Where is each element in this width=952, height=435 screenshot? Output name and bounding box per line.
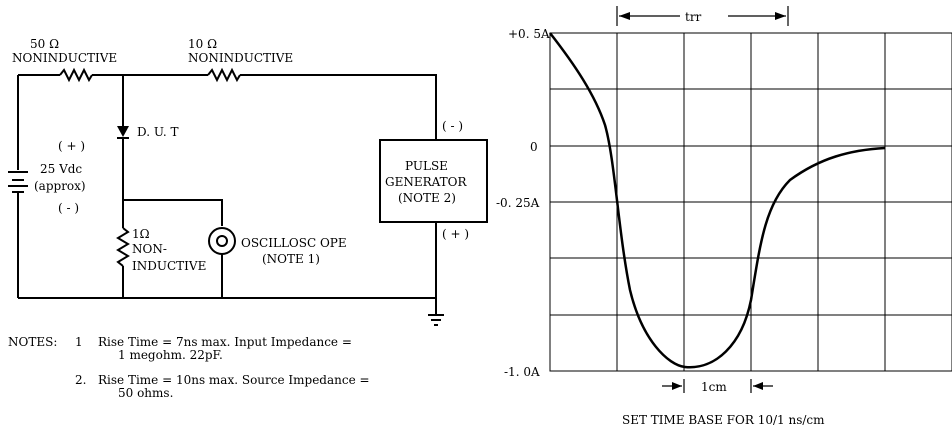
resistor-50-ohm bbox=[59, 67, 93, 83]
battery-symbol bbox=[8, 171, 28, 193]
pulse-label-line2: GENERATOR bbox=[385, 175, 467, 189]
r2-type: NONINDUCTIVE bbox=[188, 51, 293, 65]
reverse-recovery-curve bbox=[549, 32, 886, 369]
note-1-line2: 1 megohm. 22pF. bbox=[118, 348, 223, 362]
note-2-line1: Rise Time = 10ns max. Source Impedance = bbox=[98, 373, 370, 387]
waveform-plot: +0. 5A 0 -0. 25A -1. 0A trr 1cm SET TIME… bbox=[496, 6, 952, 427]
notes-block: NOTES: 1 Rise Time = 7ns max. Input Impe… bbox=[8, 335, 370, 400]
battery-approx-label: (approx) bbox=[34, 179, 86, 193]
top-wire-right bbox=[240, 74, 437, 140]
scope-node-wire bbox=[123, 199, 223, 226]
oscilloscope-label: OSCILLOSC OPE bbox=[241, 236, 347, 250]
battery-voltage-label: 25 Vdc bbox=[40, 162, 82, 176]
pulse-minus-label: ( - ) bbox=[442, 119, 463, 133]
diode-symbol bbox=[117, 126, 129, 139]
y-tick-minus-1.0A: -1. 0A bbox=[504, 365, 540, 379]
note-1-line1: Rise Time = 7ns max. Input Impedance = bbox=[98, 335, 352, 349]
pulse-plus-label: ( + ) bbox=[442, 227, 469, 241]
oscilloscope-symbol bbox=[208, 227, 236, 255]
r1-value: 50 Ω bbox=[30, 37, 59, 51]
trr-label: trr bbox=[685, 10, 702, 24]
resistor-1-ohm bbox=[116, 227, 130, 267]
r1-type: NONINDUCTIVE bbox=[12, 51, 117, 65]
y-tick-plus-0.5A: +0. 5A bbox=[508, 27, 550, 41]
y-tick-zero: 0 bbox=[530, 140, 538, 154]
resistor-10-ohm bbox=[207, 67, 241, 83]
r3-type-line2: INDUCTIVE bbox=[132, 259, 206, 273]
battery-plus-label: ( + ) bbox=[58, 139, 85, 153]
graticule-grid bbox=[549, 32, 952, 372]
battery-minus-label: ( - ) bbox=[58, 201, 79, 215]
pulse-label-line1: PULSE bbox=[405, 159, 448, 173]
pulse-generator-box bbox=[379, 139, 488, 223]
one-cm-marker bbox=[662, 379, 773, 393]
note-2-number: 2. bbox=[75, 373, 86, 387]
notes-heading: NOTES: bbox=[8, 335, 57, 349]
one-cm-label: 1cm bbox=[701, 380, 727, 394]
note-1-number: 1 bbox=[75, 335, 83, 349]
time-base-caption: SET TIME BASE FOR 10/1 ns/cm bbox=[622, 413, 825, 427]
r3-type-line1: NON- bbox=[132, 242, 167, 256]
note-2-line2: 50 ohms. bbox=[118, 386, 173, 400]
y-tick-minus-0.25A: -0. 25A bbox=[496, 196, 540, 210]
test-circuit: 50 Ω NONINDUCTIVE 10 Ω NONINDUCTIVE D. U… bbox=[8, 37, 488, 326]
r3-value: 1Ω bbox=[132, 227, 150, 241]
pulse-label-line3: (NOTE 2) bbox=[398, 191, 456, 205]
trr-marker bbox=[616, 6, 789, 26]
dut-label: D. U. T bbox=[137, 125, 178, 139]
top-wire-left bbox=[17, 74, 60, 80]
oscilloscope-note: (NOTE 1) bbox=[262, 252, 320, 266]
r2-value: 10 Ω bbox=[188, 37, 217, 51]
ground-symbol bbox=[428, 314, 444, 326]
